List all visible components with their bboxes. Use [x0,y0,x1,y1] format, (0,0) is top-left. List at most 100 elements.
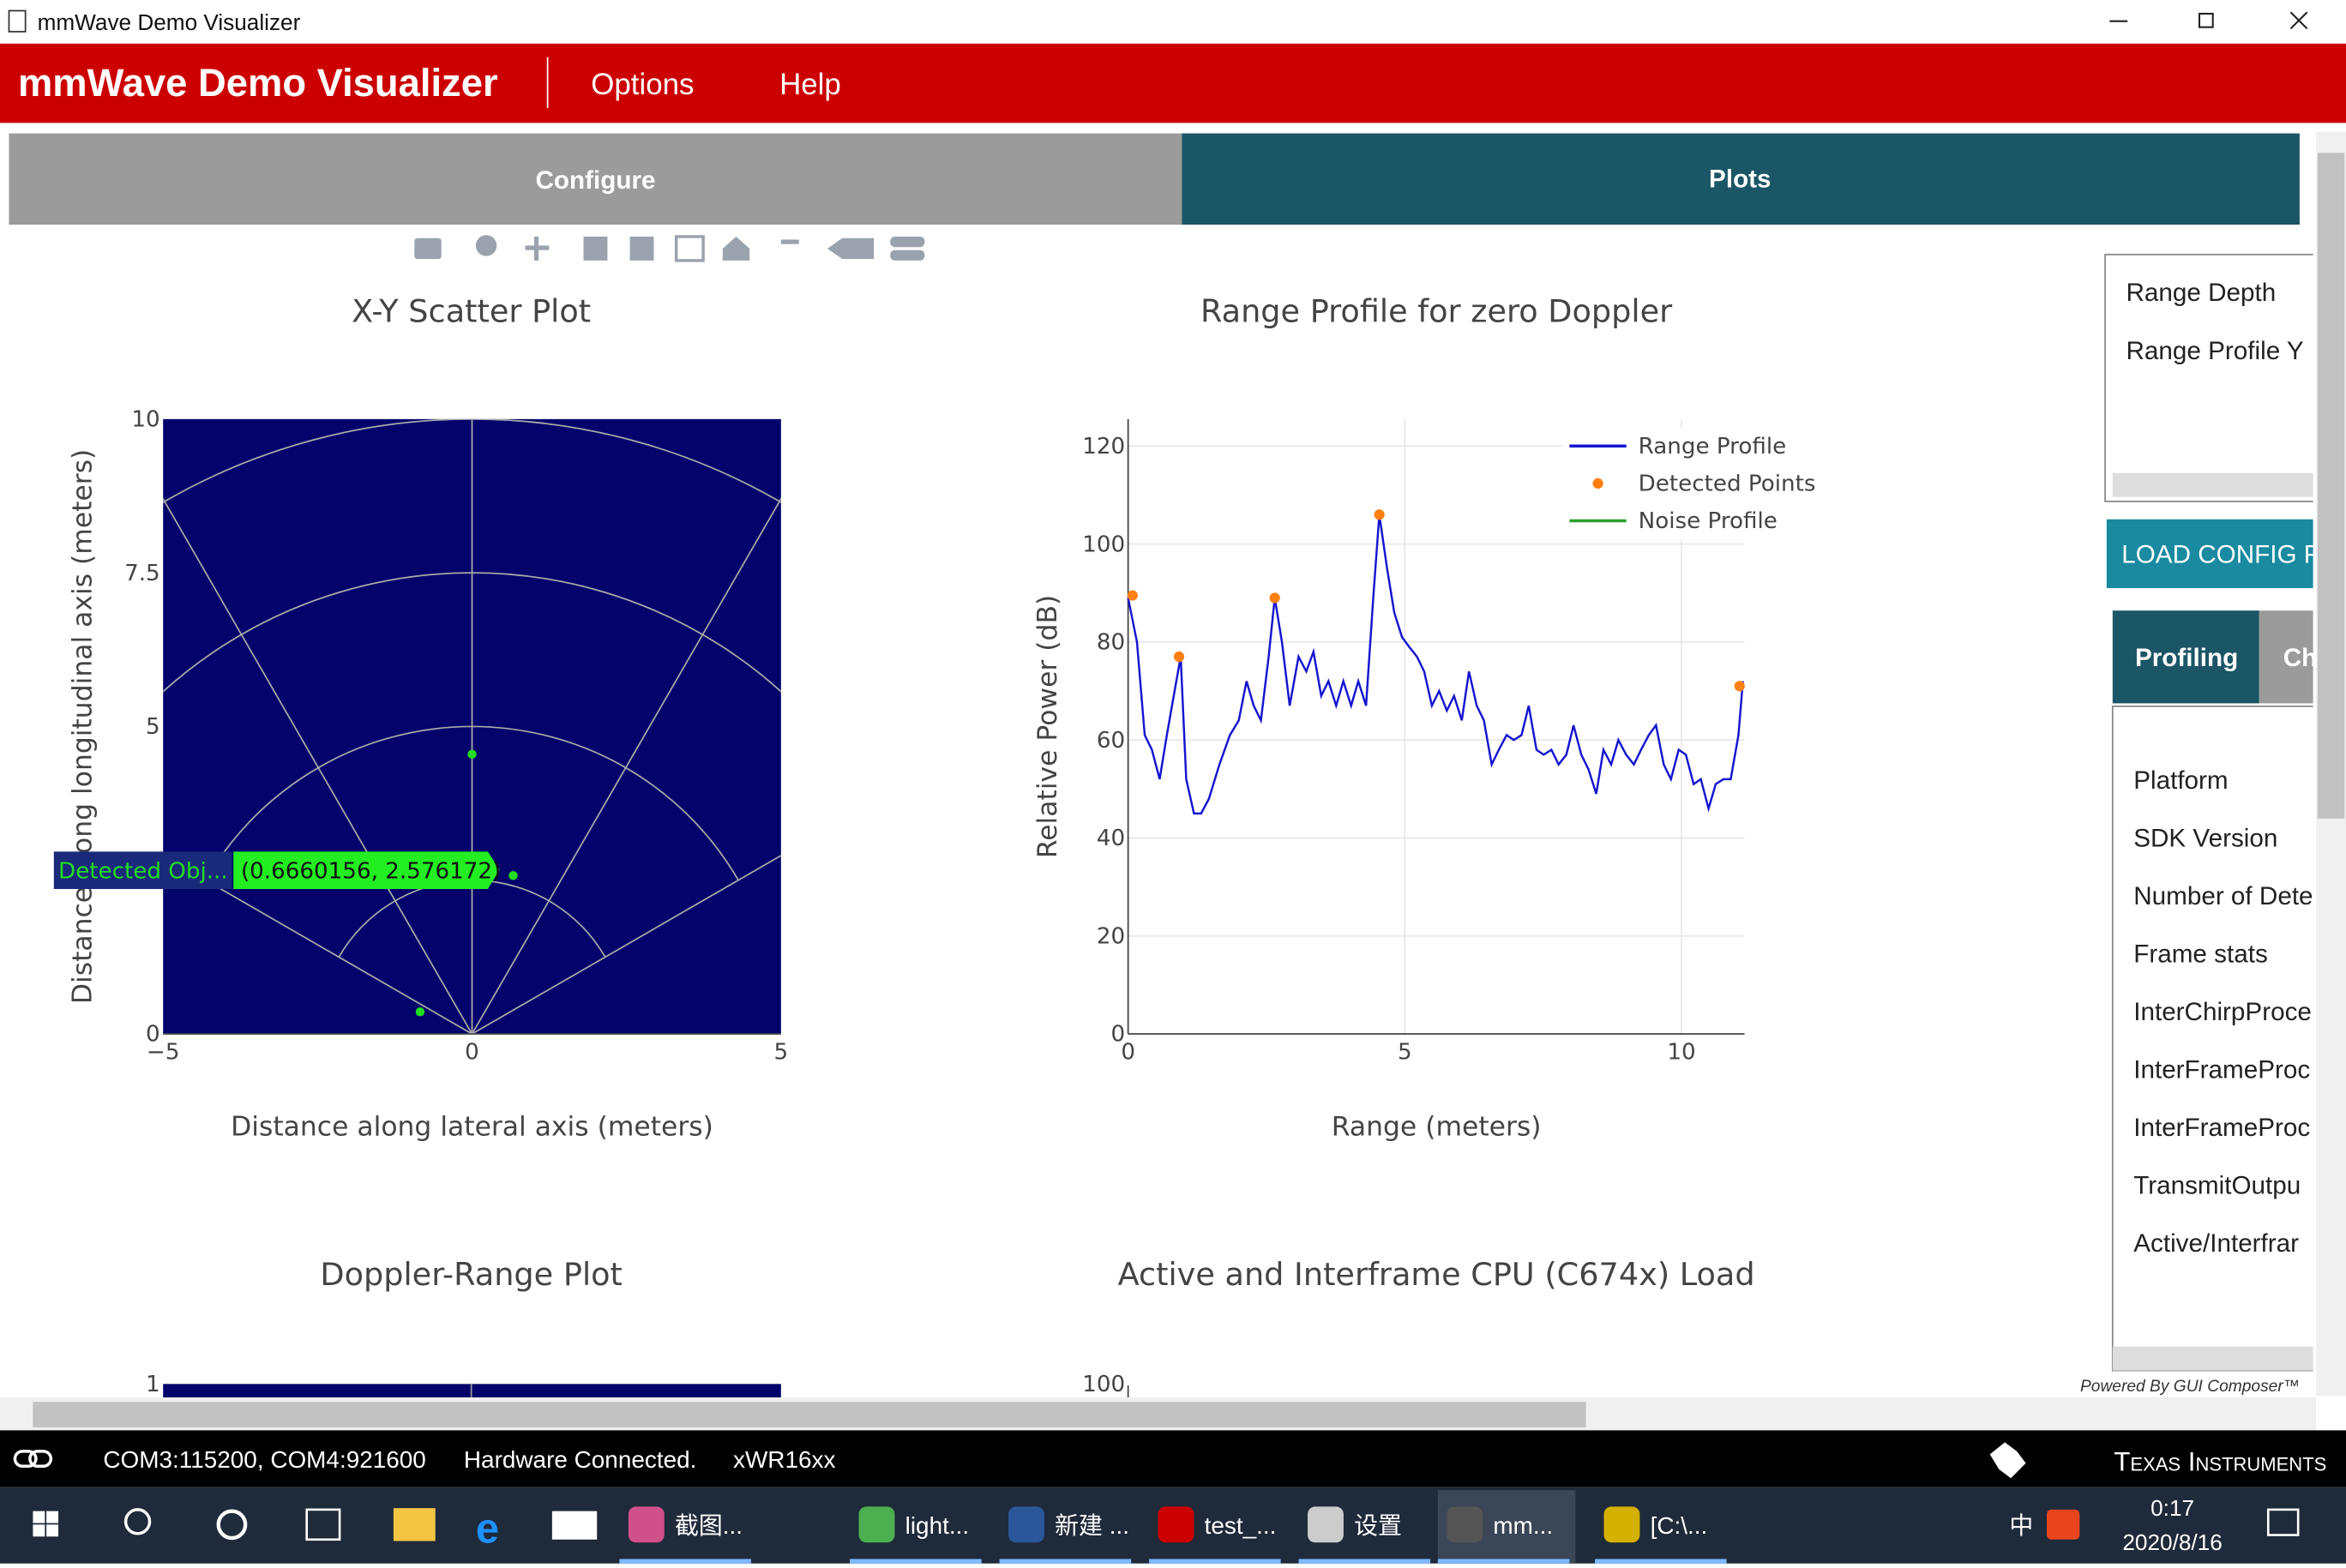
radial-line [163,497,473,1035]
radial-line [472,854,781,1035]
taskbar-label[interactable]: 截图... [675,1512,743,1539]
list-box [2104,254,2313,502]
app-icon[interactable] [1447,1506,1483,1543]
x-tick-label: −5 [147,1040,180,1066]
svg-text:e: e [476,1505,499,1552]
ime[interactable]: 中 [2009,1512,2033,1539]
button-label[interactable]: LOAD CONFIG F [2121,540,2319,568]
legend-entry[interactable]: Detected Points [1639,472,1816,497]
info-item: Active/Interfrar [2133,1229,2299,1258]
taskbar-label[interactable]: light... [905,1512,969,1539]
legend-bg [1561,465,1832,503]
app-icon[interactable] [628,1506,665,1543]
tab-label[interactable]: Ch [2283,644,2318,672]
tab-label[interactable]: Profiling [2135,644,2238,672]
detected-point[interactable] [1734,681,1745,692]
y-tick-label: 7.5 [124,561,160,586]
tooltip-text: (0.6660156, 2.576172) [241,859,501,885]
point[interactable] [508,871,518,880]
y-tick-label: 20 [1097,923,1125,949]
detected-point[interactable] [1127,590,1138,601]
x-tick-label: 5 [1398,1040,1412,1066]
menu-item[interactable]: Help [779,68,841,101]
y-tick-label: 100 [1082,1372,1125,1397]
device: xWR16xx [733,1446,835,1473]
tab[interactable] [2259,610,2327,704]
chart-title: X-Y Scatter Plot [352,292,591,329]
info-item: InterFrameProc [2133,1114,2310,1142]
range-ring [205,725,739,881]
x-tick-label: 10 [1667,1040,1695,1066]
y-tick-label: 120 [1082,434,1125,460]
legend-swatch[interactable] [1592,478,1603,489]
app-icon[interactable] [1308,1506,1344,1543]
info-item: TransmitOutpu [2133,1172,2301,1200]
footer-note: Powered By GUI Composer™ [2080,1378,2300,1396]
tab-label[interactable]: Configure [535,166,655,195]
tab[interactable] [9,133,1182,225]
detected-point[interactable] [1374,509,1385,520]
status-bar [0,1430,2346,1487]
brand: Texas Instruments [2114,1447,2326,1477]
app-icon[interactable] [1603,1506,1640,1543]
legend-entry[interactable]: Range Profile [1639,434,1787,460]
range-ring [163,418,781,504]
y-axis-label: Distance along longitudinal axis (meters… [67,449,98,1004]
clock-date[interactable]: 2020/8/16 [2122,1529,2222,1555]
tab-active[interactable] [1182,133,2300,225]
tooltip-name-box [53,851,232,889]
point[interactable] [415,1006,425,1017]
y-tick-label: 0 [146,1022,160,1048]
info-item: InterFrameProc [2133,1055,2310,1084]
title-bar [0,0,2346,44]
connection-status: Hardware Connected. [464,1446,696,1473]
plot-toolbar[interactable] [414,235,925,262]
app-underline [1298,1559,1431,1564]
tab-active[interactable] [2112,610,2259,704]
app-icon[interactable] [1008,1506,1044,1543]
radial-line [471,497,781,1035]
list-item[interactable]: Range Profile Y [2126,337,2304,365]
point[interactable] [467,749,477,759]
window-controls[interactable] [2109,11,2308,30]
info-item: Platform [2133,766,2228,795]
radial-line [163,854,472,1035]
clock-time[interactable]: 0:17 [2150,1495,2194,1521]
x-axis-label: Distance along lateral axis (meters) [231,1112,713,1143]
app-underline [1595,1559,1727,1564]
taskbar-label[interactable]: [C:\... [1651,1512,1708,1539]
load-config-button[interactable] [2106,519,2324,589]
detected-point[interactable] [1269,592,1280,604]
app-icon[interactable] [858,1506,895,1543]
taskbar-label[interactable]: 新建 ... [1055,1512,1129,1539]
x-tick-label: 0 [465,1040,479,1066]
info-item: Number of Dete [2133,882,2313,910]
app-underline [850,1559,982,1564]
legend-entry[interactable]: Noise Profile [1639,508,1778,534]
menu-item[interactable]: Options [591,68,694,101]
app-underline [1149,1559,1281,1564]
side-panel: Range Depth Range Profile Y LOAD CONFIG … [2104,254,2327,1372]
app-icon[interactable] [1158,1506,1194,1543]
taskbar-label[interactable]: 设置 [1354,1512,1402,1539]
taskbar-label[interactable]: test_... [1205,1512,1277,1539]
y-tick-label: 80 [1097,630,1125,656]
x-tick-label: 5 [774,1040,789,1066]
app-header [0,43,2346,123]
tab-label[interactable]: Plots [1709,165,1772,193]
list-item[interactable]: Range Depth [2126,279,2277,307]
info-item: Frame stats [2133,940,2268,968]
detected-point[interactable] [1173,651,1185,663]
tooltip-box [233,851,500,889]
x-axis-label: Range (meters) [1332,1112,1542,1143]
range-profile-line [1127,514,1744,815]
y-tick-label: 100 [1082,532,1125,557]
app-underline [619,1559,751,1564]
taskbar-label[interactable]: mm... [1493,1512,1553,1539]
y-tick-label: 1 [146,1372,160,1397]
y-tick-label: 0 [1111,1022,1126,1048]
ports: COM3:115200, COM4:921600 [103,1446,425,1473]
